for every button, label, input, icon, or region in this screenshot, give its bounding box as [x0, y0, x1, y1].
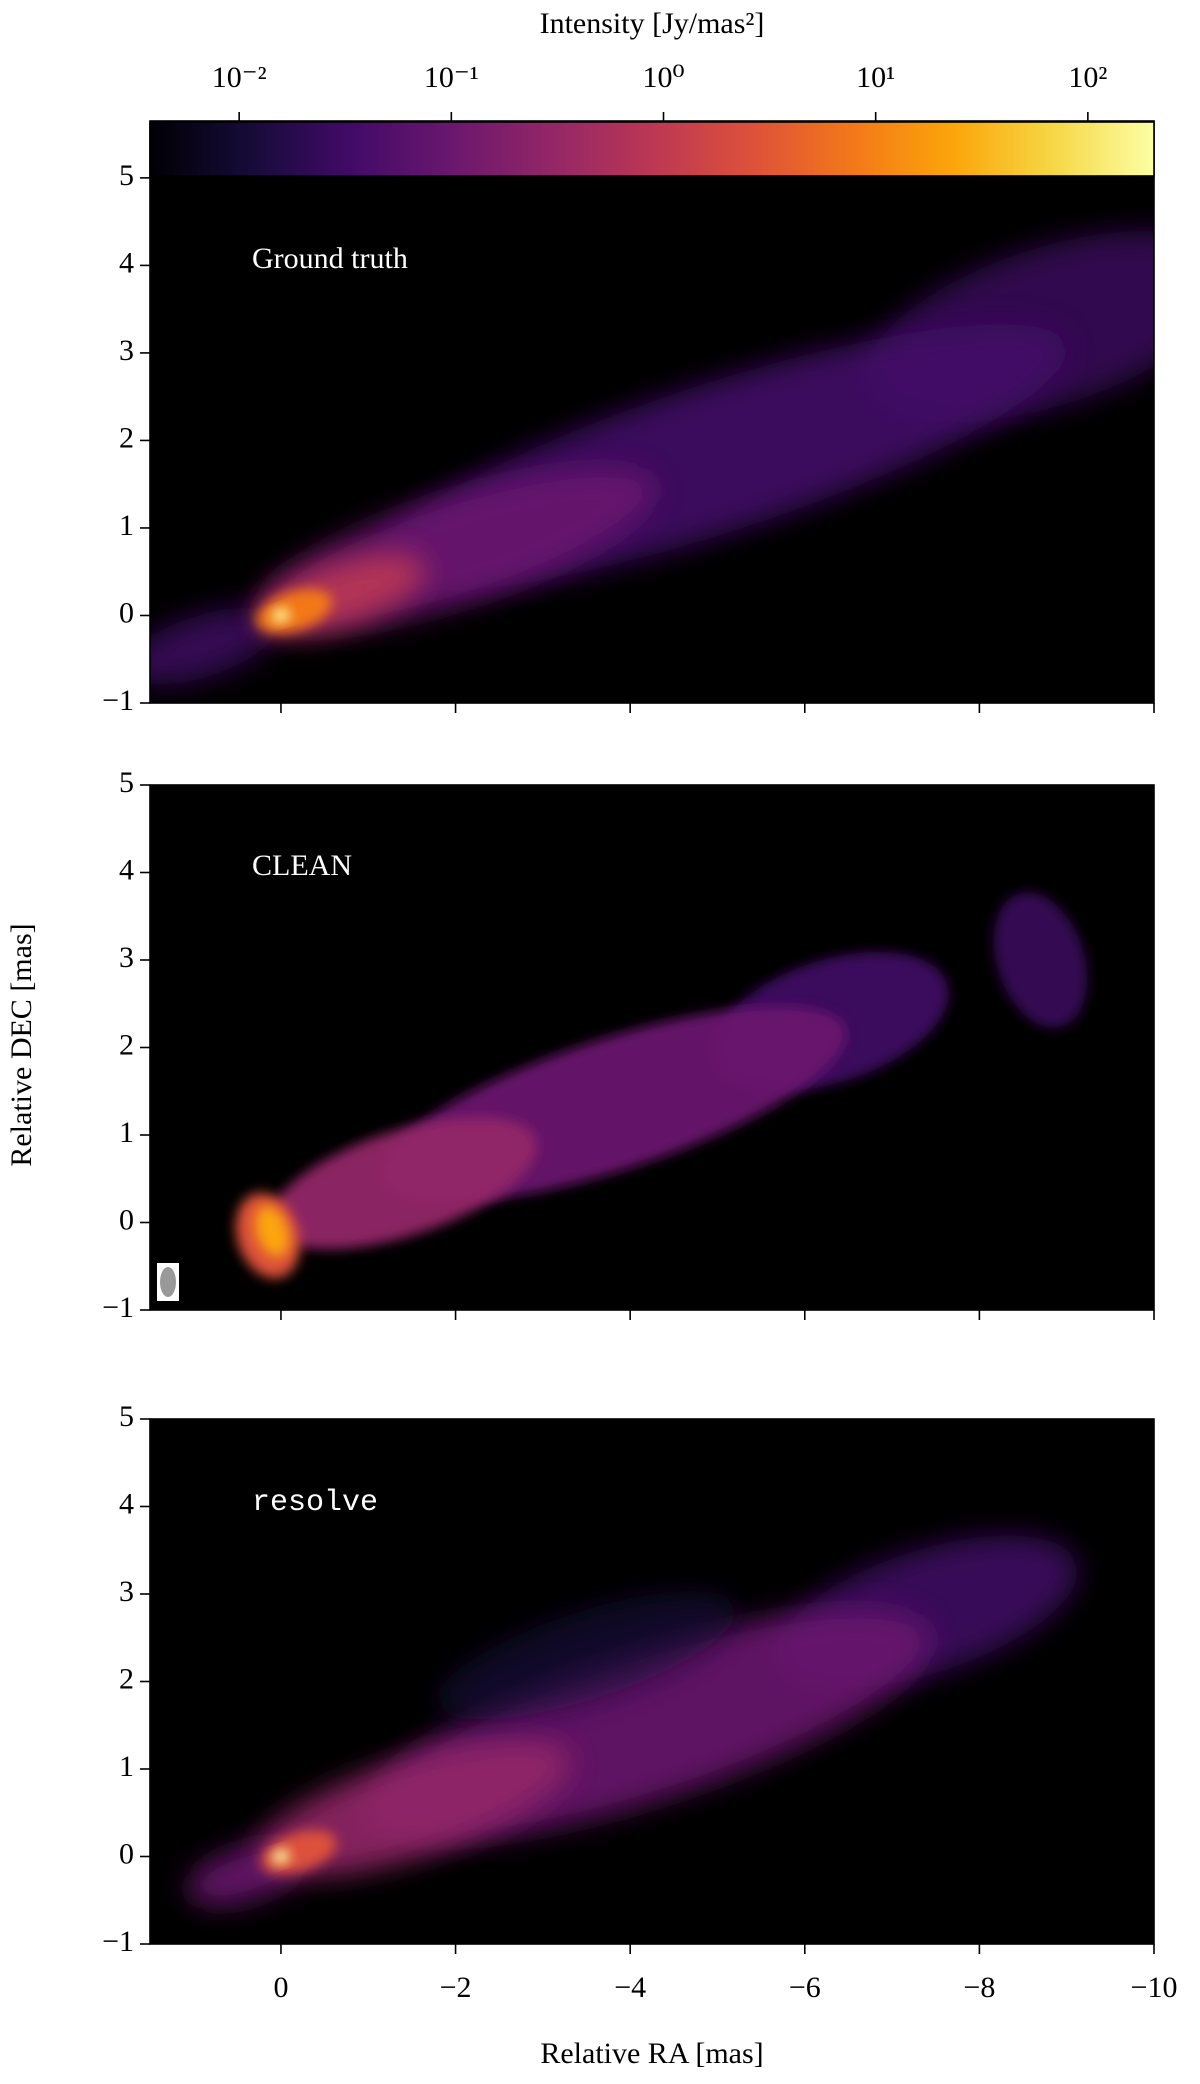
panel-frame: [149, 120, 1155, 704]
y-tick-label: 4: [119, 853, 134, 886]
y-tick-label: 0: [119, 1837, 134, 1870]
emission: [256, 589, 332, 634]
y-tick-label: 0: [119, 1203, 134, 1236]
colorbar-tick-label: 10¹: [856, 61, 895, 94]
y-tick-label: −1: [102, 1291, 134, 1324]
y-tick-label: 4: [119, 1487, 134, 1520]
colorbar-tick-label: 10⁰: [642, 61, 684, 94]
panel-label: resolve: [252, 1486, 378, 1520]
colorbar: [149, 121, 1155, 177]
emission: [150, 608, 278, 685]
beam: [160, 1267, 176, 1297]
emission: [272, 1849, 290, 1864]
image: [235, 892, 1088, 1279]
y-tick-label: 5: [119, 766, 134, 799]
y-tick-label: 5: [119, 159, 134, 192]
y-tick-label: 3: [119, 941, 134, 974]
x-tick-label: −2: [440, 1971, 472, 2004]
y-tick-label: 3: [119, 334, 134, 367]
y-tick-label: 2: [119, 421, 134, 454]
y-tick-label: 3: [119, 1575, 134, 1608]
y-tick-label: 1: [119, 1750, 134, 1783]
image: [187, 1535, 1078, 1906]
colorbar-tick-label: 10⁻²: [212, 61, 267, 94]
y-tick-label: 1: [119, 509, 134, 542]
x-tick-label: −10: [1131, 1971, 1178, 2004]
y-tick-label: 5: [119, 1400, 134, 1433]
emission: [436, 1591, 737, 1720]
emission: [272, 608, 290, 623]
x-axis-label: Relative RA [mas]: [540, 2037, 763, 2070]
colorbar-tick-label: 10⁻¹: [424, 61, 479, 94]
x-tick-label: 0: [273, 1971, 288, 2004]
image: [150, 231, 1154, 685]
y-tick-label: 2: [119, 1028, 134, 1061]
x-tick-label: −8: [963, 1971, 995, 2004]
y-axis-label: Relative DEC [mas]: [5, 923, 38, 1166]
panel-label: Ground truth: [252, 242, 408, 275]
emission: [255, 1205, 290, 1257]
x-tick-label: −6: [789, 1971, 821, 2004]
panel-label: CLEAN: [252, 849, 352, 882]
colorbar-label: Intensity [Jy/mas²]: [540, 7, 765, 40]
y-tick-label: 2: [119, 1662, 134, 1695]
y-tick-label: 4: [119, 246, 134, 279]
y-tick-label: 1: [119, 1116, 134, 1149]
y-tick-label: −1: [102, 684, 134, 717]
y-tick-label: 0: [119, 596, 134, 629]
emission: [993, 892, 1088, 1028]
colorbar-tick-label: 10²: [1068, 61, 1107, 94]
y-tick-label: −1: [102, 1925, 134, 1958]
emission: [269, 1117, 538, 1250]
x-tick-label: −4: [614, 1971, 646, 2004]
